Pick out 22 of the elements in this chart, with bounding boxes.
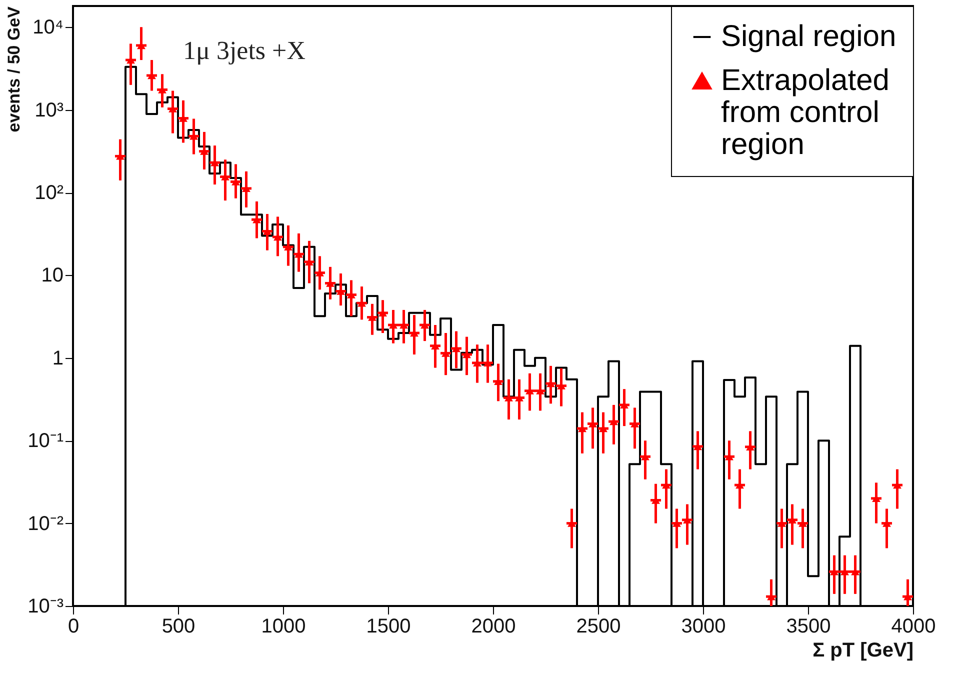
x-tick-label: 4000 <box>891 616 936 638</box>
y-tick-label: 10² <box>34 182 64 204</box>
y-tick-label: 10⁻² <box>28 512 64 535</box>
x-tick-label: 3500 <box>786 616 831 638</box>
legend-label: Signal region <box>721 20 896 53</box>
y-tick-label: 10 <box>41 264 64 287</box>
x-tick-label: 0 <box>68 616 80 638</box>
x-axis-title: Σ pT [GeV] <box>812 640 914 662</box>
y-axis-title: events / 50 GeV <box>4 6 24 132</box>
x-tick-label: 2500 <box>576 616 621 638</box>
x-tick-label: 3000 <box>681 616 726 638</box>
x-tick-label: 500 <box>162 616 196 638</box>
y-tick-label: 1 <box>52 347 64 370</box>
annotation: 1μ 3jets +X <box>183 36 306 65</box>
x-tick-label: 1000 <box>261 616 306 638</box>
y-tick-label: 10³ <box>34 99 64 122</box>
y-tick-label: 10⁻¹ <box>28 430 64 452</box>
y-tick-label: 10⁴ <box>32 16 64 39</box>
y-tick-label: 10⁻³ <box>28 596 64 618</box>
x-tick-label: 2000 <box>471 616 516 638</box>
legend-label: Extrapolated from control region <box>721 64 890 161</box>
x-tick-label: 1500 <box>366 616 411 638</box>
